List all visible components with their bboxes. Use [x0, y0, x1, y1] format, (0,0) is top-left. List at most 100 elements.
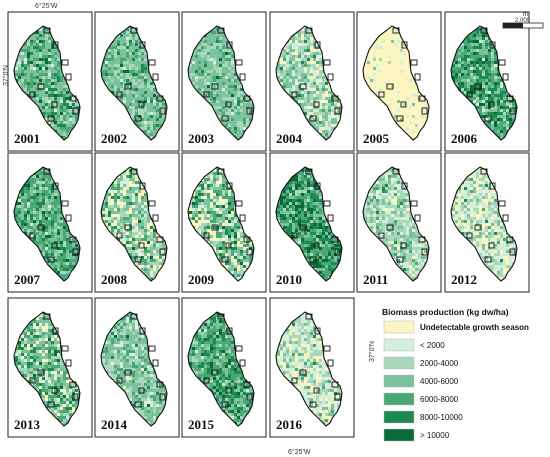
plot-outline	[334, 248, 341, 256]
plot-outline	[226, 182, 233, 190]
plot-outline	[488, 242, 495, 249]
plot-outline	[116, 91, 123, 98]
plot-outline	[323, 59, 331, 66]
plot-outline	[299, 224, 307, 231]
plot-outline	[116, 232, 123, 239]
plot-outline	[217, 168, 225, 175]
year-panel-2013: 2013	[7, 297, 93, 438]
year-label: 2008	[101, 272, 128, 287]
legend-swatch	[383, 428, 415, 442]
legend-swatch	[383, 374, 415, 388]
plot-outline	[401, 41, 408, 49]
year-panel-2012: 2012	[444, 152, 530, 293]
plot-outline	[124, 369, 132, 376]
year-panel-2009: 2009	[181, 152, 267, 293]
plot-outline	[484, 256, 492, 263]
year-panel-2003: 2003	[181, 11, 267, 152]
plot-outline	[51, 101, 58, 108]
plot-outline	[226, 327, 233, 335]
plot-outline	[61, 200, 69, 207]
year-panel-2014: 2014	[94, 297, 180, 438]
plot-outline	[392, 27, 400, 34]
plot-outline	[116, 377, 123, 384]
plot-outline	[291, 91, 298, 98]
year-label: 2009	[188, 272, 215, 287]
plot-outline	[378, 91, 385, 98]
plot-outline	[130, 313, 138, 320]
plot-outline	[400, 242, 407, 249]
plot-outline	[386, 224, 394, 231]
plot-outline	[386, 83, 394, 90]
plot-outline	[309, 115, 317, 122]
plot-outline	[221, 115, 229, 122]
plot-outline	[37, 369, 45, 376]
plot-outline	[152, 214, 159, 222]
year-label: 2002	[101, 131, 127, 146]
plot-outline	[327, 359, 334, 367]
legend-swatch	[383, 356, 415, 370]
plot-outline	[211, 83, 219, 90]
plot-outline	[217, 27, 225, 34]
plot-outline	[159, 393, 166, 401]
plot-outline	[291, 232, 298, 239]
plot-outline	[156, 95, 164, 102]
year-label: 2003	[188, 131, 215, 146]
plot-outline	[61, 59, 69, 66]
year-panel-2008: 2008	[94, 152, 180, 293]
plot-outline	[69, 236, 77, 243]
plot-outline	[421, 107, 428, 115]
plot-outline	[334, 393, 341, 401]
plot-outline	[235, 345, 243, 352]
plot-outline	[466, 232, 473, 239]
year-panel-2010: 2010	[269, 152, 355, 293]
plot-outline	[130, 27, 138, 34]
left-latitude-label: 37°0'N	[2, 65, 10, 86]
plot-outline	[138, 387, 145, 394]
plot-outline	[134, 256, 142, 263]
plot-outline	[421, 248, 428, 256]
plot-outline	[309, 401, 317, 408]
legend-swatch	[383, 338, 415, 352]
plot-outline	[69, 95, 77, 102]
plot-outline	[414, 214, 421, 222]
plot-outline	[130, 168, 138, 175]
legend-label: < 2000	[420, 341, 445, 350]
right-latitude-label: 37°0'N	[368, 341, 376, 362]
legend-label: > 10000	[420, 431, 450, 440]
plot-outline	[65, 214, 72, 222]
plot-outline	[299, 83, 307, 90]
plot-outline	[72, 248, 79, 256]
plot-outline	[134, 401, 142, 408]
plot-outline	[148, 59, 156, 66]
year-panel-2007: 2007	[7, 152, 93, 293]
year-label: 2013	[14, 417, 41, 432]
plot-outline	[139, 41, 146, 49]
plot-outline	[43, 27, 51, 34]
plot-outline	[239, 214, 246, 222]
plot-outline	[37, 83, 45, 90]
plot-outline	[134, 115, 142, 122]
plot-outline	[243, 381, 251, 388]
plot-outline	[466, 91, 473, 98]
top-longitude-label: 6°25'W	[35, 2, 58, 10]
year-label: 2006	[451, 131, 478, 146]
plot-outline	[314, 327, 321, 335]
year-panel-2011: 2011	[356, 152, 442, 293]
year-panel-2001: 2001	[7, 11, 93, 152]
year-panel-2006: 2006	[444, 11, 530, 152]
plot-outline	[489, 41, 496, 49]
plot-outline	[124, 224, 132, 231]
plot-outline	[221, 256, 229, 263]
plot-outline	[246, 393, 253, 401]
plot-outline	[211, 369, 219, 376]
plot-outline	[51, 387, 58, 394]
legend: Biomass production (kg dw/ha) Undetectab…	[382, 307, 529, 442]
plot-outline	[313, 387, 320, 394]
plot-outline	[159, 107, 166, 115]
plot-outline	[418, 236, 426, 243]
year-label: 2011	[363, 272, 388, 287]
plot-outline	[239, 359, 246, 367]
year-panel-2004: 2004	[269, 11, 355, 152]
plot-outline	[506, 95, 514, 102]
scale-unit: m	[523, 12, 528, 18]
